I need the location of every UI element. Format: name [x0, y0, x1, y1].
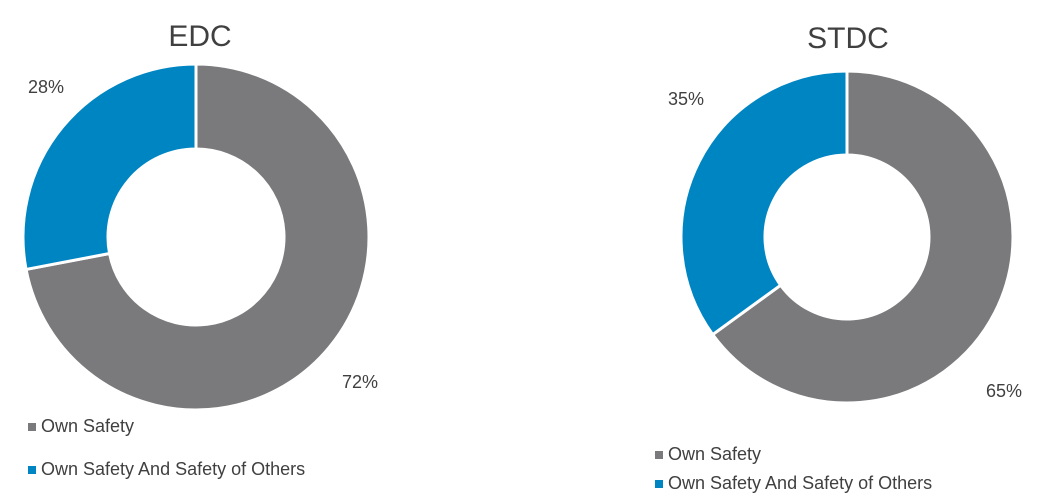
legend-label: Own Safety [668, 444, 761, 464]
legend-swatch [655, 480, 663, 488]
data-label: 72% [342, 372, 378, 392]
chart-title: STDC [807, 22, 889, 55]
legend-label: Own Safety [41, 416, 134, 436]
chart-title: EDC [168, 20, 231, 53]
legend-swatch [28, 466, 36, 474]
legend-swatch [28, 423, 36, 431]
data-label: 28% [28, 77, 64, 97]
legend-label: Own Safety And Safety of Others [41, 459, 305, 479]
data-label: 35% [668, 89, 704, 109]
legend-label: Own Safety And Safety of Others [668, 473, 932, 493]
legend-swatch [655, 451, 663, 459]
data-label: 65% [986, 381, 1022, 401]
donut-slice [21, 62, 198, 272]
donut-slice [24, 62, 371, 412]
donut-slice [679, 69, 849, 337]
donut-slice [710, 69, 1015, 405]
